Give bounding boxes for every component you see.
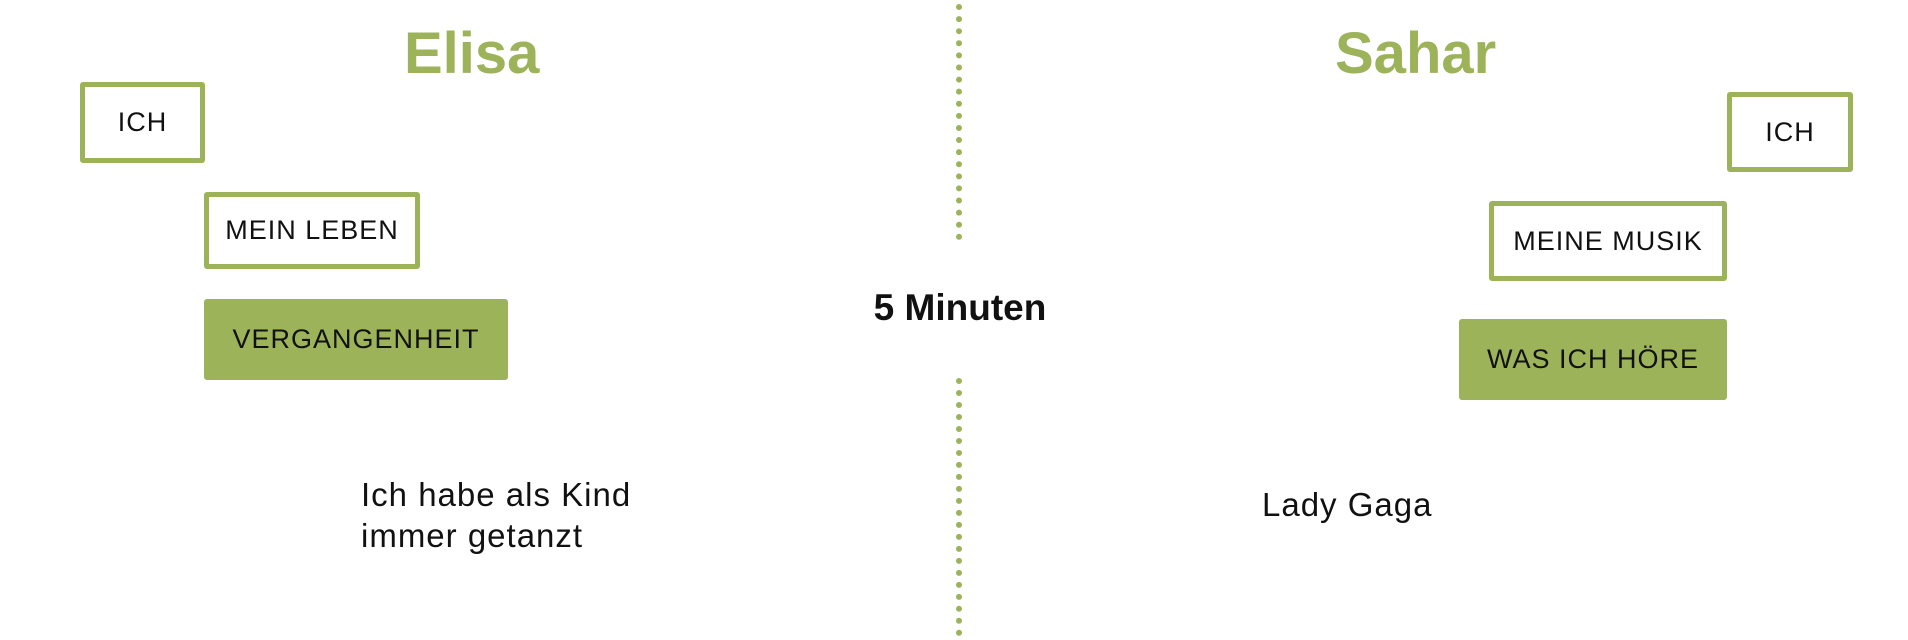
left-note-line-2: immer getanzt (361, 517, 584, 554)
left-note-line-1: Ich habe als Kind (361, 476, 632, 513)
timer-label: 5 Minuten (873, 287, 1047, 328)
left-note: Ich habe als Kind immer getanzt (361, 474, 631, 556)
left-topic-tag: MEIN LEBEN (204, 192, 420, 269)
right-subtopic-tag: WAS ICH HÖRE (1459, 319, 1727, 400)
right-ich-tag: ICH (1727, 92, 1853, 172)
right-note-line-1: Lady Gaga (1262, 486, 1433, 523)
right-topic-tag: MEINE MUSIK (1489, 201, 1727, 281)
left-person-name: Elisa (404, 21, 540, 86)
left-subtopic-tag: VERGANGENHEIT (204, 299, 508, 380)
left-ich-tag: ICH (80, 82, 205, 163)
right-person-name: Sahar (1335, 21, 1497, 86)
top-divider (956, 4, 962, 240)
bottom-divider (956, 378, 962, 636)
right-note: Lady Gaga (1262, 484, 1432, 525)
